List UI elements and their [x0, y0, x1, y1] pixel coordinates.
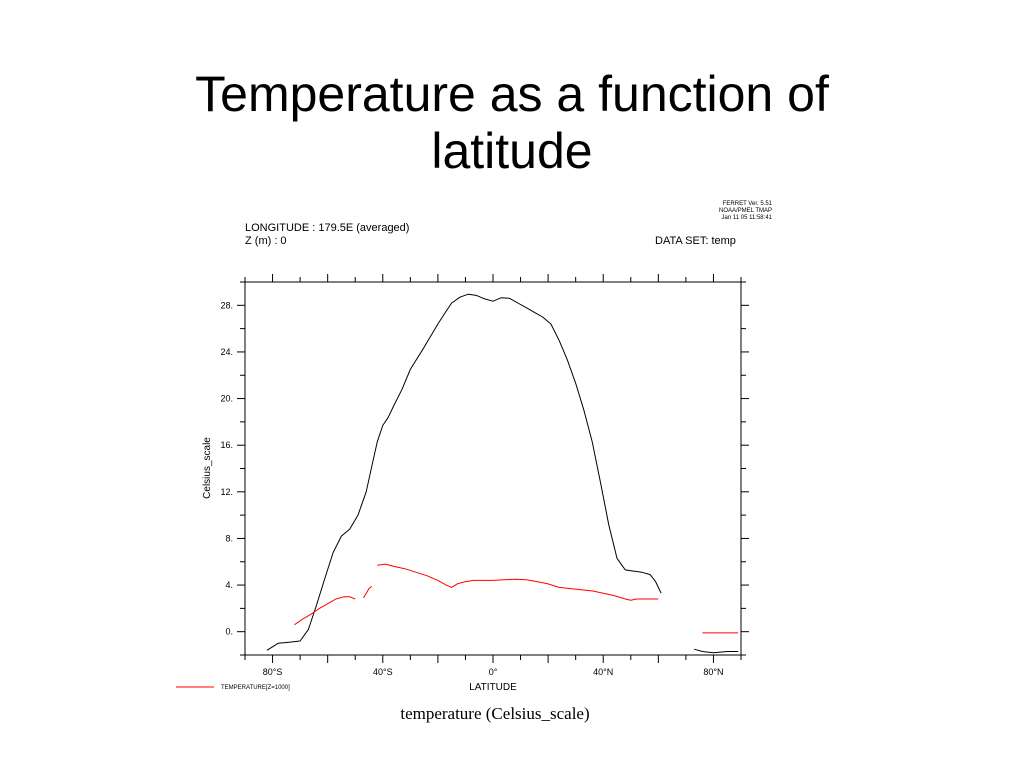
- slide-title: Temperature as a function of latitude: [0, 66, 1024, 180]
- x-tick-label: 80°S: [263, 667, 283, 677]
- bottom-caption: temperature (Celsius_scale): [400, 704, 590, 723]
- x-axis-label: LATITUDE: [469, 682, 517, 693]
- depth-label: Z (m) : 0: [245, 235, 287, 247]
- y-tick-label: 16.: [220, 440, 233, 450]
- deep-temperature-line: [363, 585, 373, 599]
- y-tick-label: 20.: [220, 394, 233, 404]
- ferret-stamp-line1: FERRET Ver. 5.51: [722, 201, 772, 207]
- ferret-stamp-line3: Jan 11 05 11:58:41: [721, 215, 773, 221]
- y-tick-label: 8.: [225, 533, 233, 543]
- x-tick-label: 40°N: [593, 667, 613, 677]
- legend: TEMPERATURE[Z=1000]: [176, 685, 290, 691]
- plot-frame: [244, 281, 742, 656]
- y-axis-label: Celsius_scale: [202, 437, 213, 499]
- deep-temperature-line: [377, 563, 659, 601]
- y-tick-label: 28.: [220, 300, 233, 310]
- slide-title-line2: latitude: [431, 123, 593, 179]
- y-tick-label: 4.: [225, 580, 233, 590]
- deep-temperature-line: [294, 596, 356, 626]
- ferret-stamp: FERRET Ver. 5.51 NOAA/PMEL TMAP Jan 11 0…: [719, 201, 772, 222]
- x-tick-label: 40°S: [373, 667, 393, 677]
- legend-label: TEMPERATURE[Z=1000]: [221, 685, 290, 691]
- surface-temperature-line: [694, 648, 739, 654]
- dataset-label: DATA SET: temp: [655, 235, 736, 247]
- series-lines: [266, 293, 739, 654]
- x-tick-label: 80°N: [703, 667, 723, 677]
- slide-title-line1: Temperature as a function of: [195, 66, 829, 122]
- y-tick-label: 12.: [220, 487, 233, 497]
- longitude-label: LONGITUDE : 179.5E (averaged): [245, 222, 410, 234]
- x-tick-label: 0°: [489, 667, 498, 677]
- tick-marks: [237, 274, 749, 663]
- surface-temperature-line: [266, 293, 662, 651]
- ferret-stamp-line2: NOAA/PMEL TMAP: [718, 208, 772, 214]
- tick-labels: 80°S 40°S 0° 40°N 80°N 0. 4. 8. 12. 16. 20. 24. 28.: [220, 300, 723, 677]
- y-tick-label: 24.: [220, 347, 233, 357]
- y-tick-label: 0.: [225, 627, 233, 637]
